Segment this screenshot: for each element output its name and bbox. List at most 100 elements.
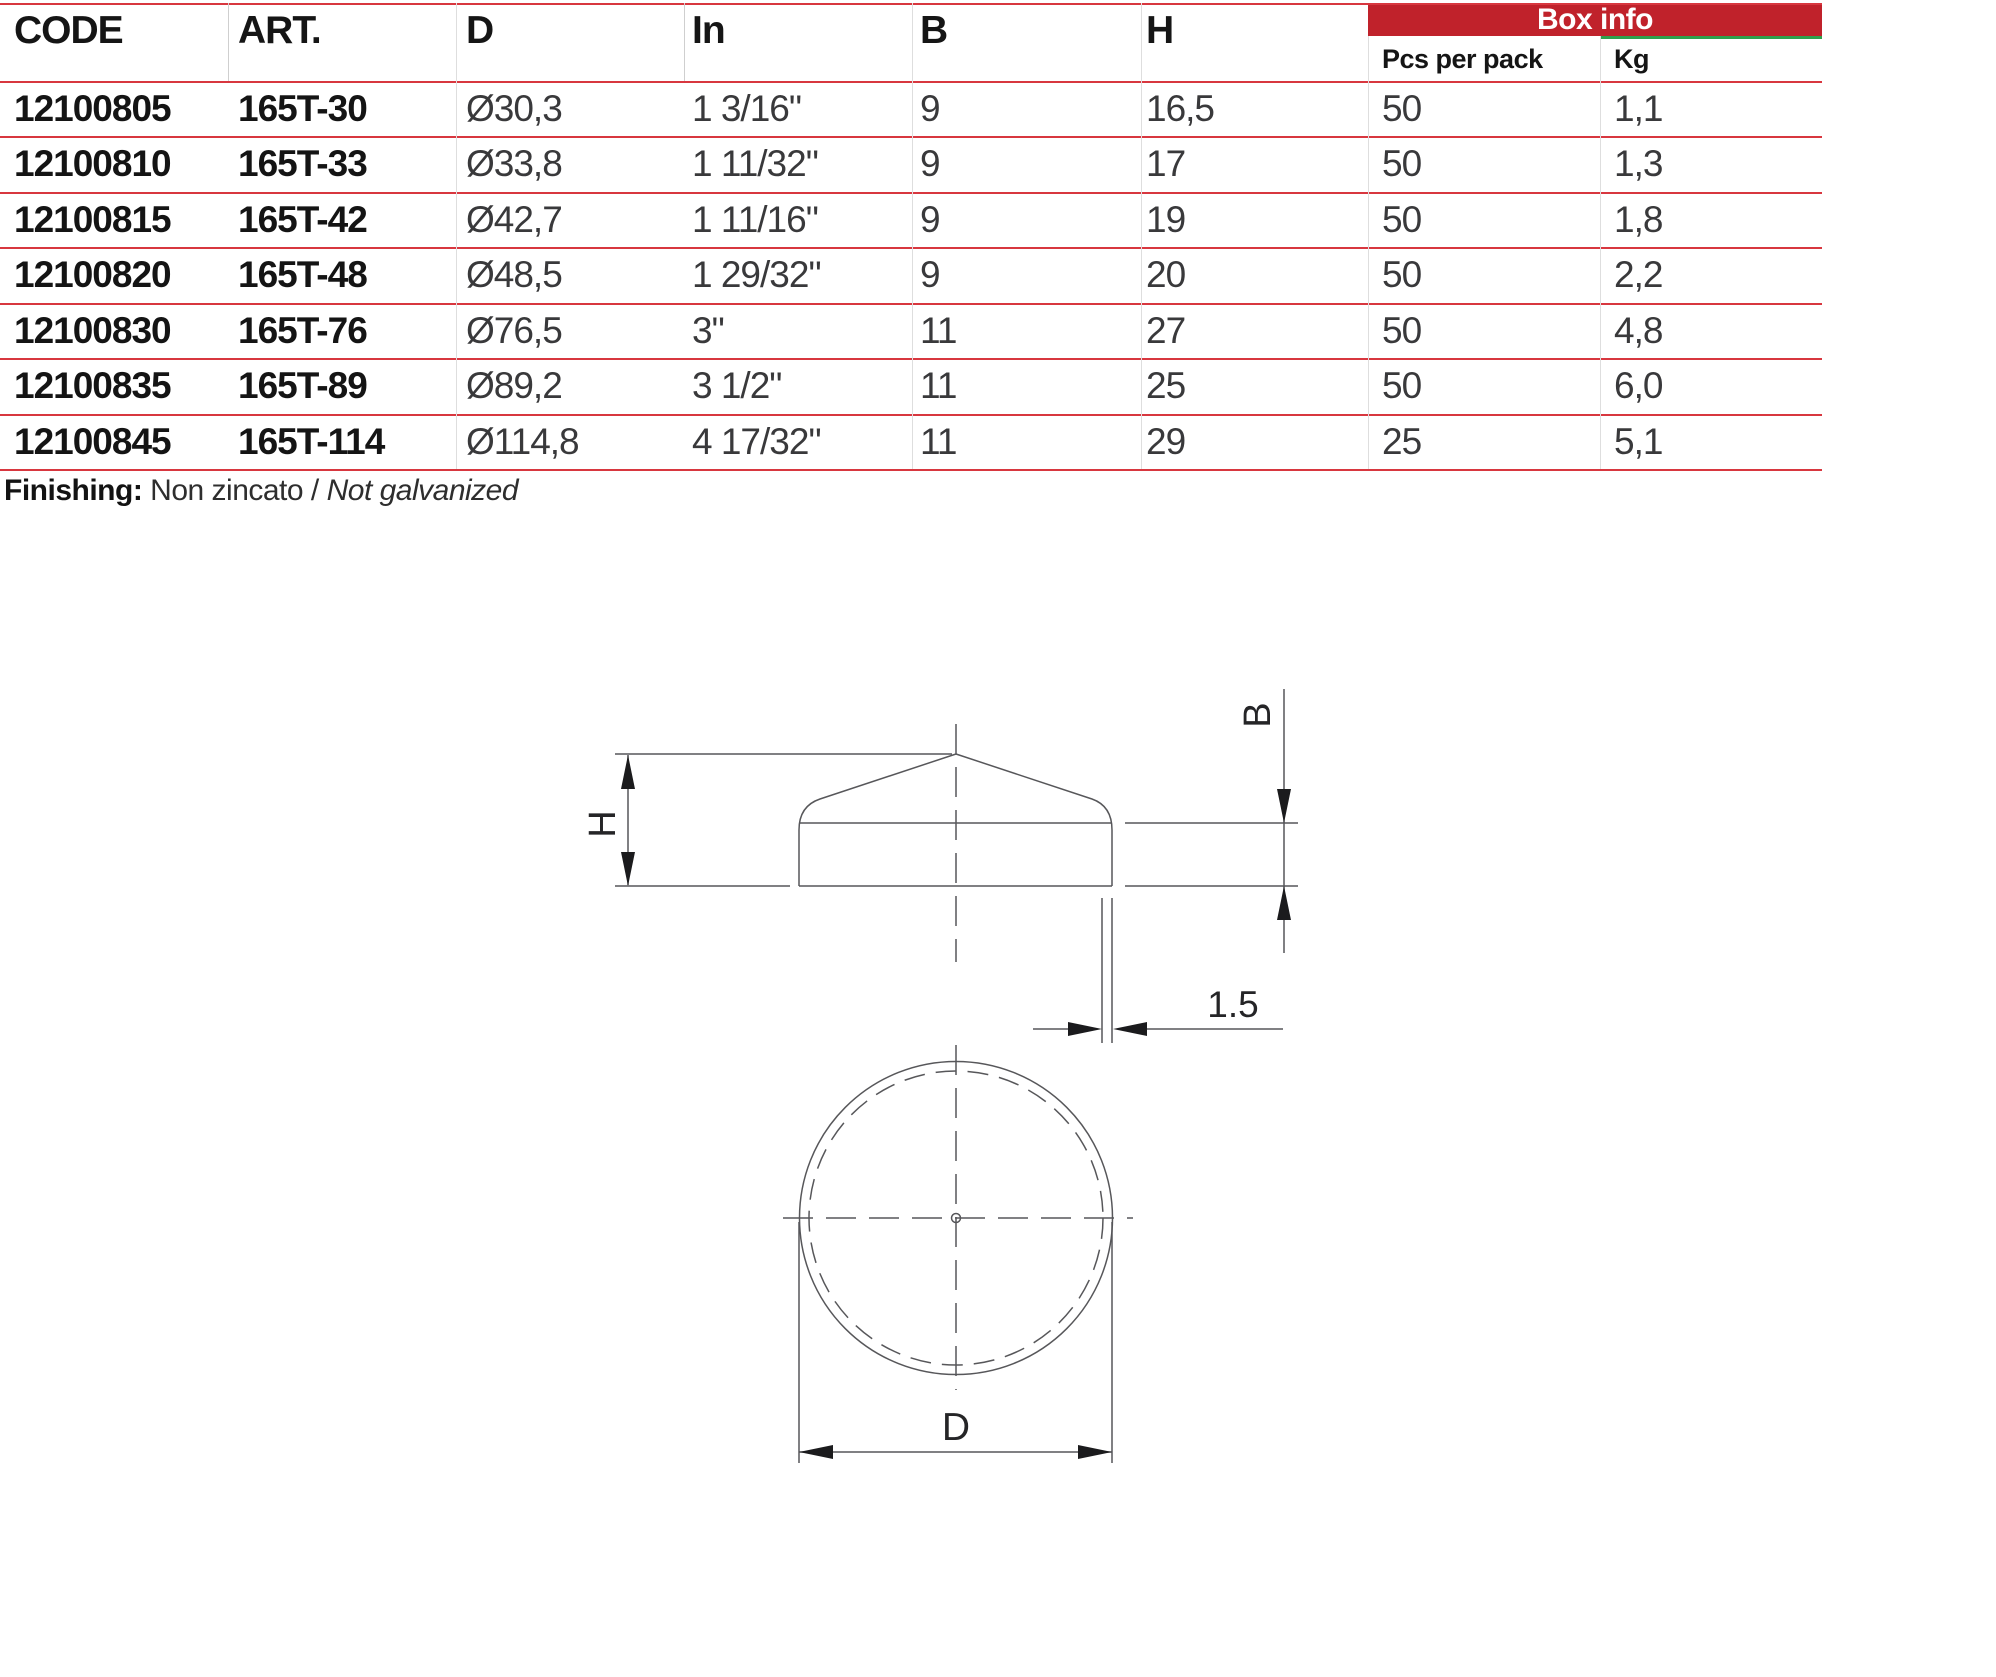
finishing-text-en: Not galvanized <box>326 474 519 507</box>
cell-pcs: 50 <box>1382 143 1422 185</box>
cell-b: 9 <box>920 254 941 296</box>
cell-b: 11 <box>920 420 957 462</box>
cell-b: 11 <box>920 309 957 351</box>
cell-art: 165T-114 <box>238 420 385 462</box>
column-divider <box>1368 36 1369 469</box>
cell-b: 9 <box>920 88 941 129</box>
cell-art: 165T-33 <box>238 143 368 185</box>
thickness-label: 1.5 <box>1207 984 1258 1025</box>
cell-code: 12100835 <box>14 365 172 407</box>
row-rule <box>0 192 1822 194</box>
cell-in: 1 11/32" <box>692 143 819 185</box>
cell-d: Ø89,2 <box>466 365 563 407</box>
table-row: 12100815 165T-42 Ø42,7 1 11/16" 9 19 50 1,8 <box>0 192 1822 247</box>
cell-art: 165T-76 <box>238 309 368 351</box>
table-top-rule <box>0 3 1822 5</box>
column-divider <box>456 3 457 469</box>
cell-b: 11 <box>920 365 957 407</box>
row-rule <box>0 136 1822 138</box>
row-rule <box>0 414 1822 416</box>
header-rule <box>0 81 1822 83</box>
cell-d: Ø42,7 <box>466 198 563 240</box>
header-pcs-per-pack: Pcs per pack <box>1382 44 1543 74</box>
cell-code: 12100830 <box>14 309 172 351</box>
d-arrow-right <box>1078 1445 1112 1459</box>
header-code: CODE <box>14 9 124 52</box>
cell-pcs: 50 <box>1382 309 1422 351</box>
cell-kg: 4,8 <box>1614 309 1663 351</box>
header-d: D <box>466 9 494 52</box>
thickness-arrow-left <box>1113 1022 1147 1036</box>
cell-in: 3 1/2" <box>692 365 782 407</box>
table-row: 12100810 165T-33 Ø33,8 1 11/32" 9 17 50 1,3 <box>0 136 1822 191</box>
cell-h: 19 <box>1146 198 1186 240</box>
cap-left-profile <box>798 753 957 886</box>
h-arrow-up <box>621 755 635 789</box>
cell-d: Ø33,8 <box>466 143 563 185</box>
cell-h: 27 <box>1146 309 1186 351</box>
b-arrow-down <box>1277 789 1291 823</box>
cell-in: 1 11/16" <box>692 198 819 240</box>
header-kg: Kg <box>1614 44 1650 74</box>
cell-d: Ø30,3 <box>466 88 563 129</box>
row-rule <box>0 358 1822 360</box>
technical-drawing: H B 1.5 D <box>582 689 1298 1463</box>
b-dim-label: B <box>1237 702 1279 727</box>
green-accent-line <box>1600 36 1822 39</box>
column-divider <box>912 3 913 469</box>
cell-h: 29 <box>1146 420 1186 462</box>
table-bottom-rule <box>0 469 1822 471</box>
table-row: 12100835 165T-89 Ø89,2 3 1/2" 11 25 50 6,0 <box>0 358 1822 413</box>
cell-art: 165T-30 <box>238 88 368 129</box>
h-dim-label: H <box>582 810 624 837</box>
cell-art: 165T-48 <box>238 254 368 296</box>
cell-kg: 5,1 <box>1614 420 1663 462</box>
table-row: 12100805 165T-30 Ø30,3 1 3/16" 9 16,5 50 1,1 <box>0 81 1822 136</box>
cell-in: 4 17/32" <box>692 420 822 462</box>
header-in: In <box>692 9 726 52</box>
header-b: B <box>920 9 948 52</box>
cell-code: 12100820 <box>14 254 172 296</box>
column-divider <box>228 3 229 81</box>
cell-kg: 1,1 <box>1614 88 1663 129</box>
box-info-banner: Box info <box>1368 3 1822 36</box>
finishing-text: Non zincato / <box>150 474 327 507</box>
cell-kg: 1,3 <box>1614 143 1663 185</box>
center-mark <box>950 1212 962 1224</box>
cell-pcs: 25 <box>1382 420 1422 462</box>
cell-code: 12100805 <box>14 88 172 129</box>
row-rule <box>0 303 1822 305</box>
cell-art: 165T-42 <box>238 198 368 240</box>
cell-h: 17 <box>1146 143 1186 185</box>
cell-d: Ø114,8 <box>466 420 580 462</box>
cell-kg: 6,0 <box>1614 365 1663 407</box>
table-row: 12100820 165T-48 Ø48,5 1 29/32" 9 20 50 2,2 <box>0 247 1822 302</box>
cell-h: 25 <box>1146 365 1186 407</box>
cell-code: 12100845 <box>14 420 172 462</box>
cell-kg: 2,2 <box>1614 254 1663 296</box>
cap-right-profile <box>955 753 1113 886</box>
cell-in: 3" <box>692 309 725 351</box>
cell-code: 12100810 <box>14 143 172 185</box>
cell-pcs: 50 <box>1382 88 1422 129</box>
column-divider <box>1600 36 1601 469</box>
header-art: ART. <box>238 9 322 52</box>
finishing-label: Finishing: <box>4 474 143 507</box>
cell-h: 16,5 <box>1146 88 1215 129</box>
thickness-arrow-right <box>1068 1022 1102 1036</box>
cell-d: Ø48,5 <box>466 254 563 296</box>
box-info-title: Box info <box>1537 2 1654 36</box>
row-rule <box>0 247 1822 249</box>
d-arrow-left <box>799 1445 833 1459</box>
cell-in: 1 29/32" <box>692 254 822 296</box>
finishing-note: Finishing: Non zincato / Not galvanized <box>4 474 519 508</box>
cell-pcs: 50 <box>1382 198 1422 240</box>
cell-b: 9 <box>920 198 941 240</box>
cell-h: 20 <box>1146 254 1186 296</box>
b-arrow-up <box>1277 886 1291 920</box>
cell-b: 9 <box>920 143 941 185</box>
column-divider <box>684 3 685 81</box>
table-row: 12100845 165T-114 Ø114,8 4 17/32" 11 29 25 5,1 <box>0 414 1822 469</box>
d-dim-label: D <box>942 1406 970 1449</box>
